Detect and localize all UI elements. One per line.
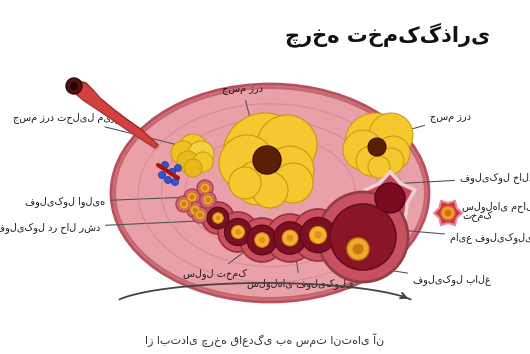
Text: سلول تخمک: سلول تخمک: [183, 246, 253, 279]
Circle shape: [184, 189, 200, 205]
Circle shape: [253, 146, 281, 174]
Text: تخمک: تخمک: [462, 211, 492, 222]
Circle shape: [345, 113, 405, 173]
Circle shape: [330, 204, 396, 270]
Circle shape: [177, 151, 199, 173]
Circle shape: [247, 225, 277, 255]
Circle shape: [310, 227, 326, 244]
Circle shape: [164, 177, 172, 183]
Circle shape: [162, 161, 169, 169]
Circle shape: [184, 159, 202, 177]
Circle shape: [158, 171, 165, 178]
Circle shape: [218, 212, 258, 252]
Circle shape: [171, 141, 195, 165]
Polygon shape: [365, 172, 415, 219]
Text: جسم زرد تحلیل میرود: جسم زرد تحلیل میرود: [13, 113, 187, 147]
Circle shape: [206, 198, 210, 202]
Circle shape: [223, 113, 307, 197]
Circle shape: [368, 156, 390, 178]
Polygon shape: [434, 201, 462, 225]
Circle shape: [219, 135, 275, 191]
Circle shape: [301, 217, 335, 253]
Circle shape: [169, 169, 175, 176]
Circle shape: [202, 202, 234, 234]
Circle shape: [259, 237, 265, 243]
Circle shape: [235, 229, 241, 235]
Circle shape: [66, 78, 82, 94]
Circle shape: [192, 207, 208, 223]
Circle shape: [198, 212, 202, 217]
Text: فولیکول اولیه: فولیکول اولیه: [25, 196, 189, 207]
Circle shape: [273, 163, 313, 203]
Circle shape: [190, 194, 195, 200]
Circle shape: [356, 146, 386, 176]
Circle shape: [193, 152, 213, 172]
Circle shape: [445, 210, 452, 217]
Circle shape: [176, 196, 192, 212]
Circle shape: [441, 206, 455, 220]
Circle shape: [273, 222, 306, 254]
Circle shape: [252, 172, 288, 208]
Circle shape: [200, 192, 216, 208]
Circle shape: [229, 167, 261, 199]
Text: چرخه تخمک‌گذاری: چرخه تخمک‌گذاری: [285, 22, 490, 47]
Text: فولیکول خالی: فولیکول خالی: [393, 172, 530, 184]
Circle shape: [287, 235, 294, 241]
Circle shape: [375, 183, 405, 213]
Circle shape: [203, 195, 213, 205]
Circle shape: [369, 113, 413, 157]
Circle shape: [197, 180, 213, 196]
Circle shape: [181, 201, 187, 206]
Circle shape: [352, 244, 364, 255]
Circle shape: [192, 207, 198, 212]
Circle shape: [282, 230, 298, 246]
Text: سلول‌های فولیکولی: سلول‌های فولیکولی: [246, 255, 354, 289]
Polygon shape: [72, 81, 158, 148]
Circle shape: [187, 192, 197, 202]
Text: از ابتدای چرخه قاعدگی به سمت انتهای آن: از ابتدای چرخه قاعدگی به سمت انتهای آن: [145, 333, 385, 347]
Text: فولیکول در حال رشد: فولیکول در حال رشد: [0, 220, 217, 234]
Circle shape: [235, 161, 279, 205]
Circle shape: [172, 178, 179, 185]
Circle shape: [195, 210, 205, 220]
Text: جسم زرد: جسم زرد: [383, 113, 471, 137]
Circle shape: [200, 183, 210, 193]
Circle shape: [314, 232, 322, 239]
Text: سلول‌های محافظ: سلول‌های محافظ: [462, 201, 530, 212]
Circle shape: [179, 199, 189, 209]
Ellipse shape: [115, 88, 425, 298]
Circle shape: [179, 134, 207, 162]
Text: مایع فولیکولی: مایع فولیکولی: [378, 228, 530, 244]
Polygon shape: [74, 83, 160, 150]
Text: فولیکول بالغ: فولیکول بالغ: [378, 268, 491, 285]
Circle shape: [378, 148, 404, 174]
Circle shape: [343, 130, 383, 170]
Circle shape: [174, 165, 181, 171]
Circle shape: [292, 209, 344, 261]
Circle shape: [347, 238, 369, 260]
Circle shape: [213, 213, 223, 223]
Text: جسم زرد: جسم زرد: [223, 85, 263, 115]
Circle shape: [70, 82, 78, 90]
Circle shape: [190, 205, 200, 215]
Circle shape: [266, 214, 314, 262]
Circle shape: [187, 202, 203, 218]
Circle shape: [207, 207, 229, 229]
Circle shape: [368, 138, 386, 156]
Circle shape: [232, 225, 245, 239]
Circle shape: [216, 216, 220, 220]
Circle shape: [266, 146, 314, 194]
Circle shape: [240, 218, 284, 262]
Circle shape: [376, 136, 410, 170]
Circle shape: [318, 192, 408, 282]
Circle shape: [257, 115, 317, 175]
Ellipse shape: [111, 84, 429, 302]
Circle shape: [255, 233, 269, 247]
Circle shape: [188, 141, 214, 167]
Circle shape: [224, 218, 252, 246]
Circle shape: [202, 185, 208, 190]
